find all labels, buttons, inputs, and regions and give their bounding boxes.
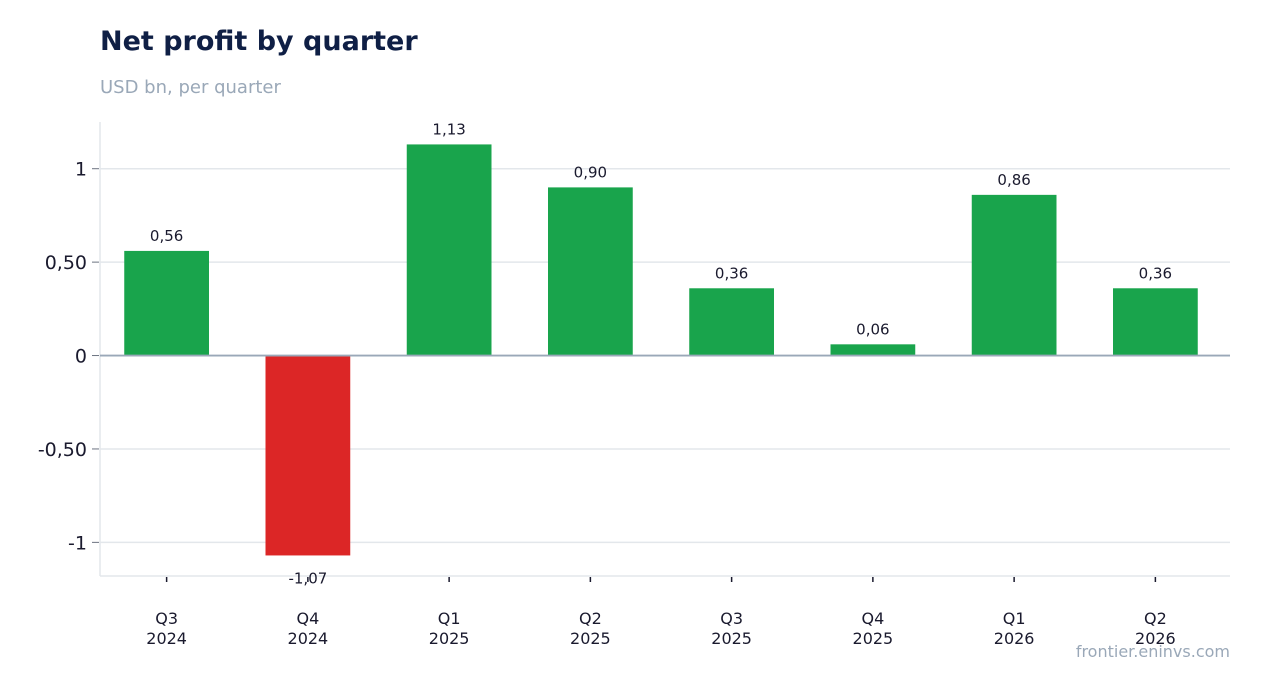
bar <box>265 355 351 556</box>
bars <box>124 144 1198 556</box>
data-label: 0,36 <box>715 264 748 282</box>
bar <box>689 288 774 356</box>
bar <box>124 250 209 356</box>
data-label: 0,86 <box>997 171 1030 189</box>
data-label: -1,07 <box>288 569 327 587</box>
axes <box>99 122 1230 577</box>
x-tick-label: Q4 2025 <box>853 609 894 648</box>
data-label: 0,36 <box>1139 264 1172 282</box>
chart-subtitle: USD bn, per quarter <box>100 77 281 98</box>
x-tick-label: Q3 2024 <box>146 609 187 648</box>
x-tick-label: Q1 2025 <box>429 609 470 648</box>
y-tick-label: 0 <box>75 346 87 368</box>
x-tick-label: Q3 2025 <box>711 609 752 648</box>
bar <box>1113 288 1198 356</box>
source-credit: frontier.eninvs.com <box>1075 642 1230 661</box>
bar <box>548 187 633 356</box>
bar <box>830 344 916 356</box>
x-axis-ticks: Q3 2024 Q4 2024 Q1 2025 Q2 2025 Q3 2025 Q4 2025 Q1 20… <box>146 577 1176 648</box>
bar <box>971 194 1057 356</box>
data-label: 0,06 <box>856 320 889 338</box>
x-tick-label: Q2 2026 <box>1135 609 1176 648</box>
y-tick-label: 1 <box>75 159 87 181</box>
x-tick-label: Q1 2026 <box>994 609 1035 648</box>
data-label: 0,56 <box>150 227 183 245</box>
x-tick-label: Q4 2024 <box>288 609 329 648</box>
data-labels: 0,56 -1,07 1,13 0,90 0,36 0,06 0,86 0,36 <box>150 120 1172 587</box>
x-tick-label: Q2 2025 <box>570 609 611 648</box>
data-label: 1,13 <box>432 120 465 138</box>
bar <box>406 144 492 356</box>
chart-title: Net profit by quarter <box>100 26 418 57</box>
y-tick-label: -1 <box>68 532 87 554</box>
data-label: 0,90 <box>574 163 607 181</box>
y-tick-label: -0,50 <box>38 439 87 461</box>
y-tick-label: 0,50 <box>45 252 87 274</box>
y-axis-ticks: -1 -0,50 0 0,50 1 <box>38 159 99 554</box>
